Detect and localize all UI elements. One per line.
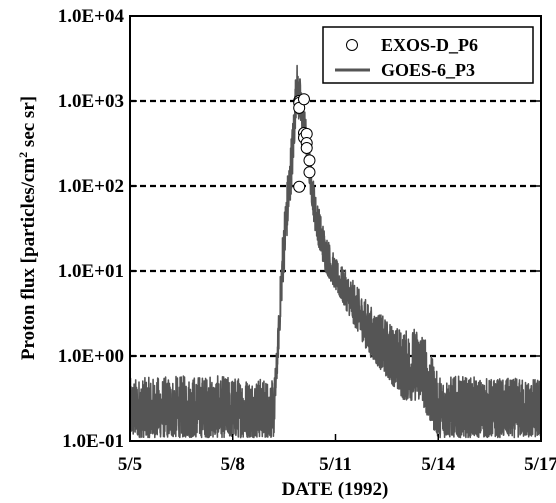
legend-marker-exos	[346, 39, 358, 51]
exos-d-p6-point	[303, 154, 316, 167]
x-tick-label: 5/14	[421, 454, 455, 475]
y-tick-label: 1.0E+00	[58, 346, 124, 367]
x-tick-label: 5/17	[524, 454, 556, 475]
y-tick-label: 1.0E+04	[58, 6, 125, 27]
y-axis-title-tail: sec sr]	[18, 96, 39, 152]
goes-6-p3-line	[130, 64, 541, 439]
goes-6-p3-series	[130, 64, 541, 439]
exos-d-p6-point	[297, 93, 310, 106]
y-tick-label: 1.0E+01	[58, 261, 124, 282]
y-axis-title: Proton flux [particles/cm2 sec sr]	[16, 96, 39, 360]
gridlines	[130, 99, 541, 358]
legend-label-goes: GOES-6_P3	[381, 60, 475, 80]
exos-d-p6-point	[303, 166, 316, 179]
exos-d-p6-point	[300, 141, 313, 154]
exos-d-p6-point	[293, 180, 306, 193]
y-tick-label: 1.0E+02	[58, 176, 124, 197]
legend: EXOS-D_P6 GOES-6_P3	[322, 26, 534, 84]
y-axis-title-main: Proton flux [particles/cm	[18, 158, 39, 360]
x-tick-label: 5/5	[118, 454, 142, 475]
x-axis: 5/5 5/8 5/11 5/14 5/17	[118, 434, 556, 475]
legend-box	[322, 26, 534, 84]
legend-label-exos: EXOS-D_P6	[381, 35, 478, 55]
y-axis: 1.0E-01 1.0E+00 1.0E+01 1.0E+02 1.0E+03 1.0E+…	[58, 6, 541, 452]
x-axis-title: DATE (1992)	[282, 479, 389, 500]
exos-d-p6-series	[293, 93, 316, 193]
x-tick-label: 5/8	[221, 454, 245, 475]
x-tick-label: 5/11	[319, 454, 352, 475]
y-tick-label: 1.0E-01	[62, 431, 124, 452]
y-axis-title-superscript: 2	[16, 152, 30, 158]
y-tick-label: 1.0E+03	[58, 91, 124, 112]
